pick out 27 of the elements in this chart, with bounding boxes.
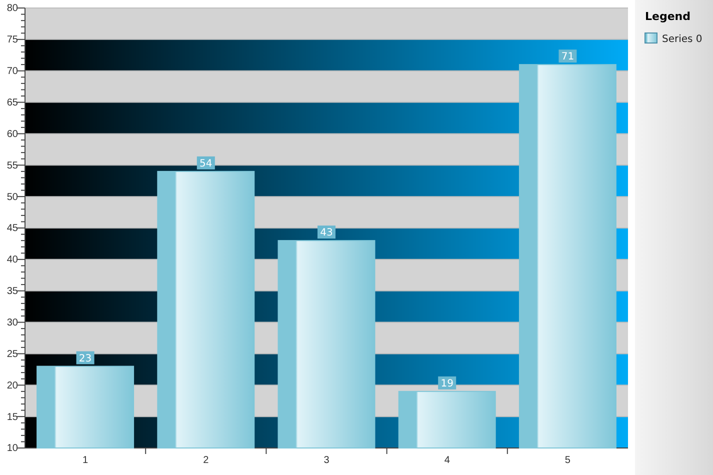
legend-title: Legend — [645, 10, 691, 23]
x-tick-label: 4 — [444, 455, 450, 466]
data-label: 19 — [440, 378, 454, 390]
data-label: 43 — [320, 228, 333, 239]
data-label: 54 — [200, 158, 212, 170]
data-label: 71 — [561, 52, 574, 63]
y-tick-label: 40 — [6, 254, 18, 266]
y-tick-label: 80 — [6, 3, 18, 14]
y-tick-label: 60 — [6, 128, 18, 140]
y-tick-label: 45 — [6, 223, 18, 234]
y-tick-label: 15 — [6, 412, 18, 423]
y-tick-label: 75 — [6, 34, 18, 46]
y-tick-label: 30 — [6, 317, 18, 328]
x-tick-label: 5 — [564, 455, 571, 466]
y-tick-label: 10 — [6, 443, 18, 454]
x-tick-label: 2 — [203, 455, 210, 466]
y-tick-label: 65 — [6, 97, 18, 108]
y-tick-label: 25 — [6, 348, 18, 360]
legend-label: Series 0 — [662, 34, 702, 45]
y-tick-label: 35 — [6, 286, 18, 298]
y-tick-label: 55 — [6, 160, 18, 172]
x-tick-label: 1 — [82, 455, 89, 466]
y-tick-label: 70 — [6, 66, 18, 78]
x-tick-label: 3 — [324, 455, 330, 466]
y-tick-label: 50 — [6, 192, 18, 203]
data-label: 23 — [78, 353, 92, 364]
y-tick-label: 20 — [6, 380, 18, 392]
